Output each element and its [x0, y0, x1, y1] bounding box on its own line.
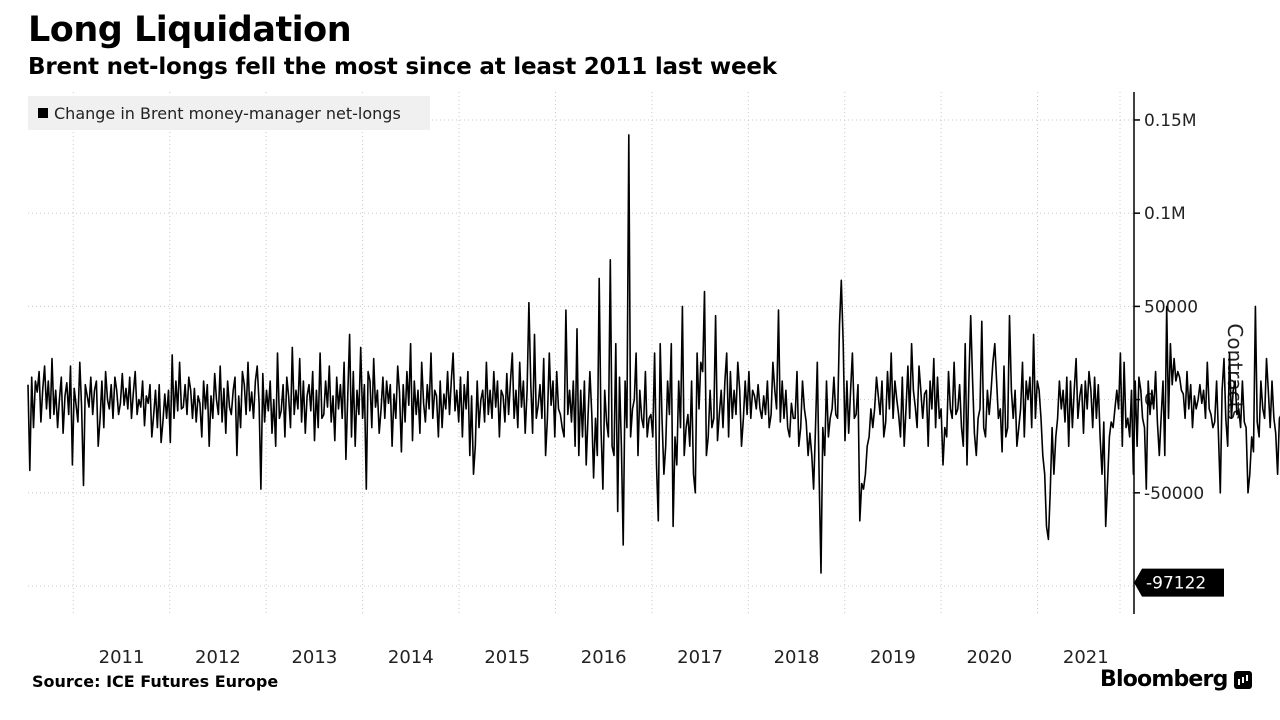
x-tick-label: 2019: [870, 647, 916, 668]
x-tick-label: 2021: [1063, 647, 1109, 668]
brand-logo: Bloomberg: [1100, 667, 1252, 692]
chart-subtitle: Brent net-longs fell the most since at l…: [28, 54, 777, 80]
x-tick-label: 2017: [677, 647, 723, 668]
callout-value: -97122: [1146, 574, 1206, 594]
x-tick-label: 2015: [484, 647, 530, 668]
legend-swatch-icon: [38, 108, 48, 118]
legend-label: Change in Brent money-manager net-longs: [54, 103, 401, 123]
chart-title: Long Liquidation: [28, 10, 352, 50]
y-tick-label: 50000: [1144, 297, 1198, 317]
x-tick-label: 2014: [388, 647, 434, 668]
y-tick-label: -50000: [1144, 484, 1204, 504]
x-tick-label: 2016: [581, 647, 627, 668]
bloomberg-terminal-icon: [1233, 670, 1252, 689]
source-note: Source: ICE Futures Europe: [32, 672, 279, 691]
x-tick-label: 2013: [291, 647, 337, 668]
x-tick-label: 2011: [99, 647, 145, 668]
x-tick-label: 2012: [195, 647, 241, 668]
last-value-callout: -97122: [1134, 568, 1224, 597]
x-axis: 2011 2012 2013 2014 2015 2016 2017 2018 2019 2020…: [99, 647, 1109, 668]
callout-box: [1134, 568, 1224, 597]
gridlines: [28, 92, 1134, 614]
y-tick-label: 0.15M: [1144, 111, 1197, 131]
x-tick-label: 2018: [774, 647, 820, 668]
x-tick-label: 2020: [966, 647, 1012, 668]
legend: Change in Brent money-manager net-longs: [28, 96, 430, 130]
series-line: [27, 134, 1280, 574]
brand-name: Bloomberg: [1100, 667, 1228, 692]
y-tick-label: 0.1M: [1144, 204, 1186, 224]
